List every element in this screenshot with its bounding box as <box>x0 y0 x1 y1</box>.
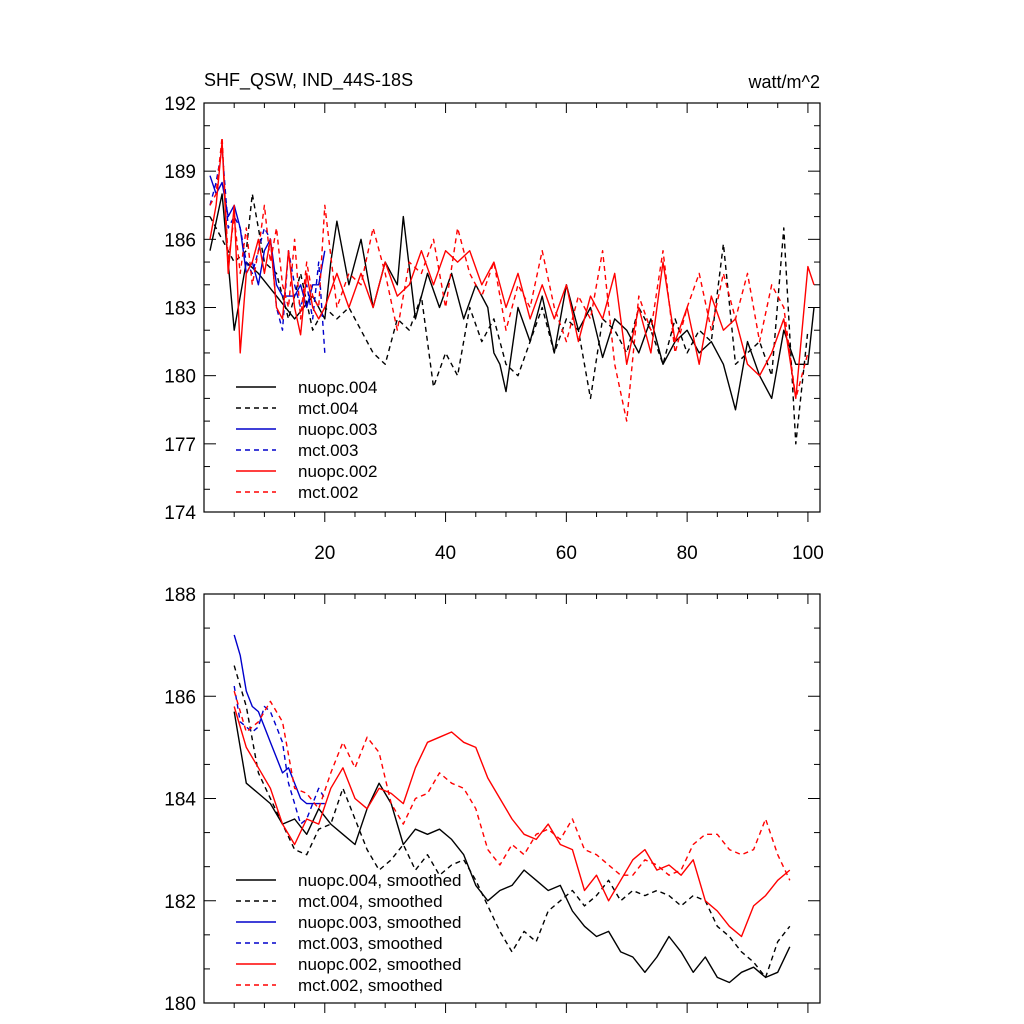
panel-top: SHF_QSW, IND_44S-18S watt/m^2 1741771801… <box>164 70 823 564</box>
panel-bottom: 180 182 184 186 188 nuopc.004, smoothed mct.0… <box>164 585 821 1015</box>
legend-label: mct.004 <box>298 399 358 418</box>
chart-title: SHF_QSW, IND_44S-18S <box>204 70 413 91</box>
legend-label: mct.003, smoothed <box>298 934 443 953</box>
y-axis: 180 182 184 186 188 <box>164 585 196 1015</box>
axis-ticks <box>204 593 820 1013</box>
series-line-nuopc-003 <box>209 175 326 309</box>
legend-label: nuopc.003, smoothed <box>298 913 462 932</box>
legend-label: mct.004, smoothed <box>298 892 443 911</box>
series-lines <box>209 136 815 445</box>
y-axis: 174 177 180 183 186 189 192 <box>164 94 196 524</box>
series-line-nuopc-002 <box>209 140 815 400</box>
series-line-mct-002 <box>209 136 809 422</box>
y-tick-label: 192 <box>164 94 196 115</box>
y-tick-label: 177 <box>164 435 196 456</box>
y-tick-label: 174 <box>164 503 196 524</box>
series-line-mct-004-smoothed <box>233 665 791 979</box>
legend-label: nuopc.002, smoothed <box>298 955 462 974</box>
series-line-mct-003 <box>209 147 326 353</box>
y-tick-label: 184 <box>164 790 196 811</box>
legend-label: nuopc.004 <box>298 378 377 397</box>
y-tick-label: 180 <box>164 994 196 1015</box>
legend: nuopc.004 mct.004 nuopc.003 mct.003 nuopc.00… <box>236 378 377 502</box>
x-tick-label: 100 <box>792 543 824 564</box>
legend: nuopc.004, smoothed mct.004, smoothed nuop… <box>236 871 462 995</box>
y-tick-label: 189 <box>164 162 196 183</box>
legend-label: nuopc.002 <box>298 462 377 481</box>
axis-ticks <box>204 102 820 522</box>
y-tick-label: 183 <box>164 299 196 320</box>
series-line-nuopc-003-smoothed <box>233 634 325 805</box>
legend-label: mct.002, smoothed <box>298 976 443 995</box>
x-tick-label: 40 <box>435 543 456 564</box>
x-tick-label: 80 <box>677 543 698 564</box>
series-line-mct-002-smoothed <box>233 690 791 881</box>
y-tick-label: 180 <box>164 367 196 388</box>
series-lines <box>233 634 791 984</box>
x-tick-label: 60 <box>556 543 577 564</box>
series-line-nuopc-004 <box>209 193 815 411</box>
units-label: watt/m^2 <box>748 72 820 92</box>
legend-label: nuopc.004, smoothed <box>298 871 462 890</box>
y-tick-label: 182 <box>164 892 196 913</box>
y-tick-label: 186 <box>164 687 196 708</box>
y-tick-label: 186 <box>164 230 196 251</box>
series-line-nuopc-002-smoothed <box>233 706 791 938</box>
legend-label: mct.003 <box>298 441 358 460</box>
plot-frame <box>203 593 821 1004</box>
x-axis: 20 40 60 80 100 <box>314 543 824 564</box>
y-tick-label: 188 <box>164 585 196 606</box>
x-tick-label: 20 <box>314 543 335 564</box>
legend-label: nuopc.003 <box>298 420 377 439</box>
series-line-nuopc-004-smoothed <box>233 711 791 984</box>
legend-label: mct.002 <box>298 483 358 502</box>
